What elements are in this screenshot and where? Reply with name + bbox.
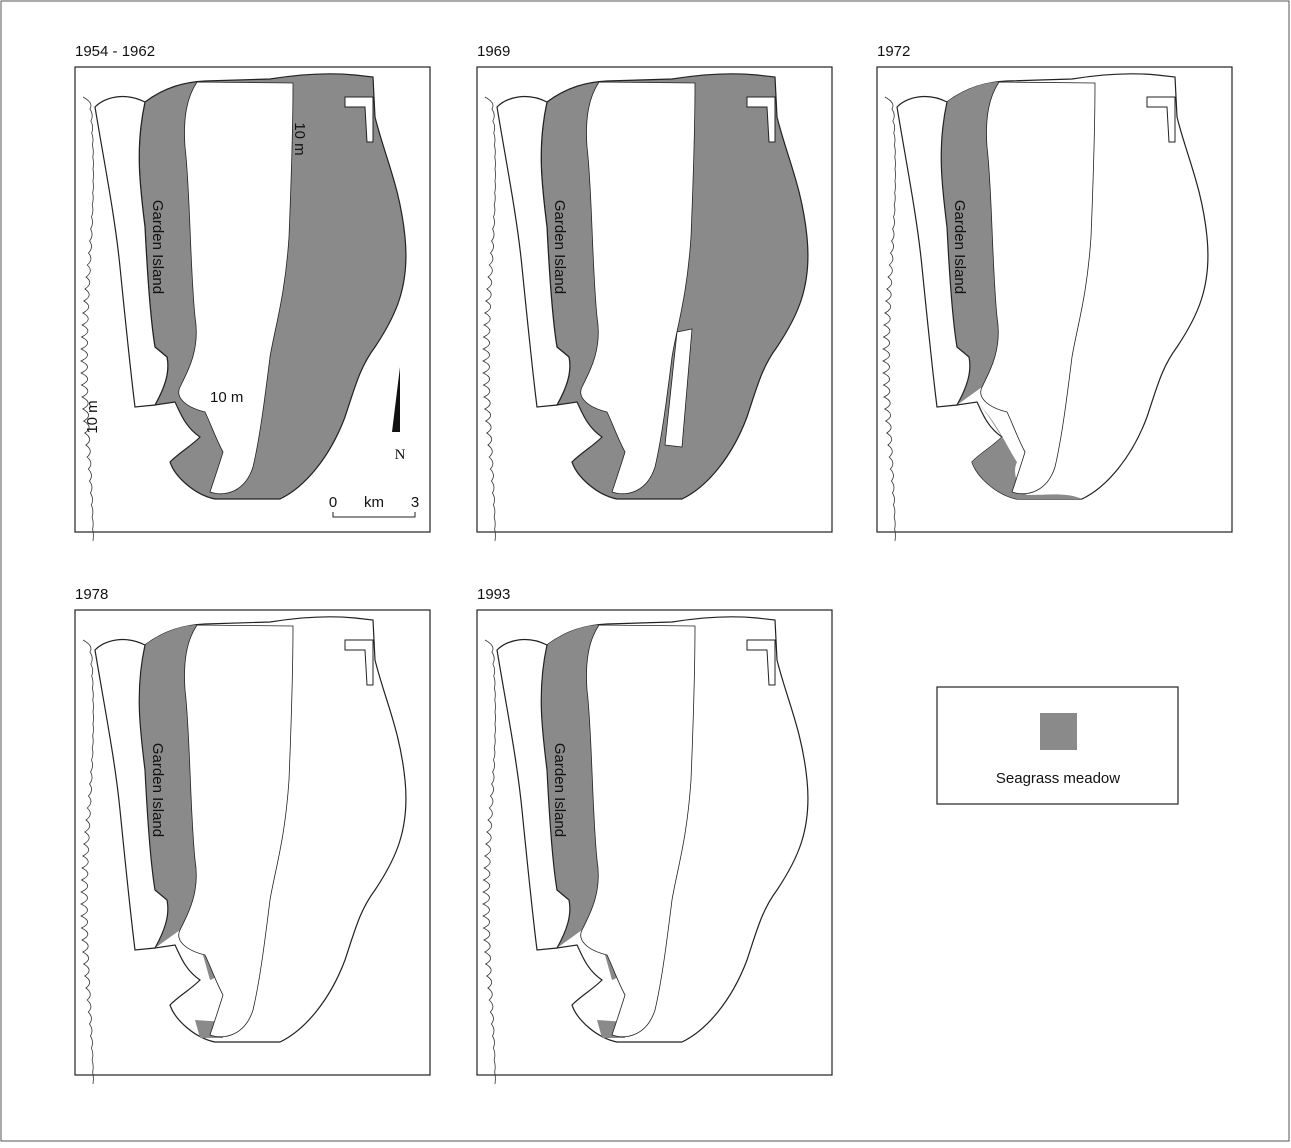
legend-swatch <box>1040 713 1077 750</box>
depth-label: 10 m <box>210 389 243 406</box>
scale-start: 0 <box>329 494 337 511</box>
island-label: Garden Island <box>551 743 568 837</box>
panel-title: 1954 - 1962 <box>75 43 155 60</box>
north-label: N <box>395 447 406 463</box>
scale-unit: km <box>364 494 384 511</box>
figure: Seagrass meadow 1954 - 1962 Garden Island… <box>0 0 1291 1143</box>
panel-title: 1972 <box>877 43 910 60</box>
island-label: Garden Island <box>951 200 968 294</box>
island-label: Garden Island <box>149 200 166 294</box>
panel-title: 1969 <box>477 43 510 60</box>
scale-end: 3 <box>411 494 419 511</box>
depth-label: 10 m <box>291 122 308 155</box>
panel-title: 1978 <box>75 586 108 603</box>
legend: Seagrass meadow <box>937 687 1178 804</box>
island-label: Garden Island <box>551 200 568 294</box>
island-label: Garden Island <box>149 743 166 837</box>
legend-label: Seagrass meadow <box>996 770 1120 787</box>
depth-label: 10 m <box>84 400 101 433</box>
panel-title: 1993 <box>477 586 510 603</box>
